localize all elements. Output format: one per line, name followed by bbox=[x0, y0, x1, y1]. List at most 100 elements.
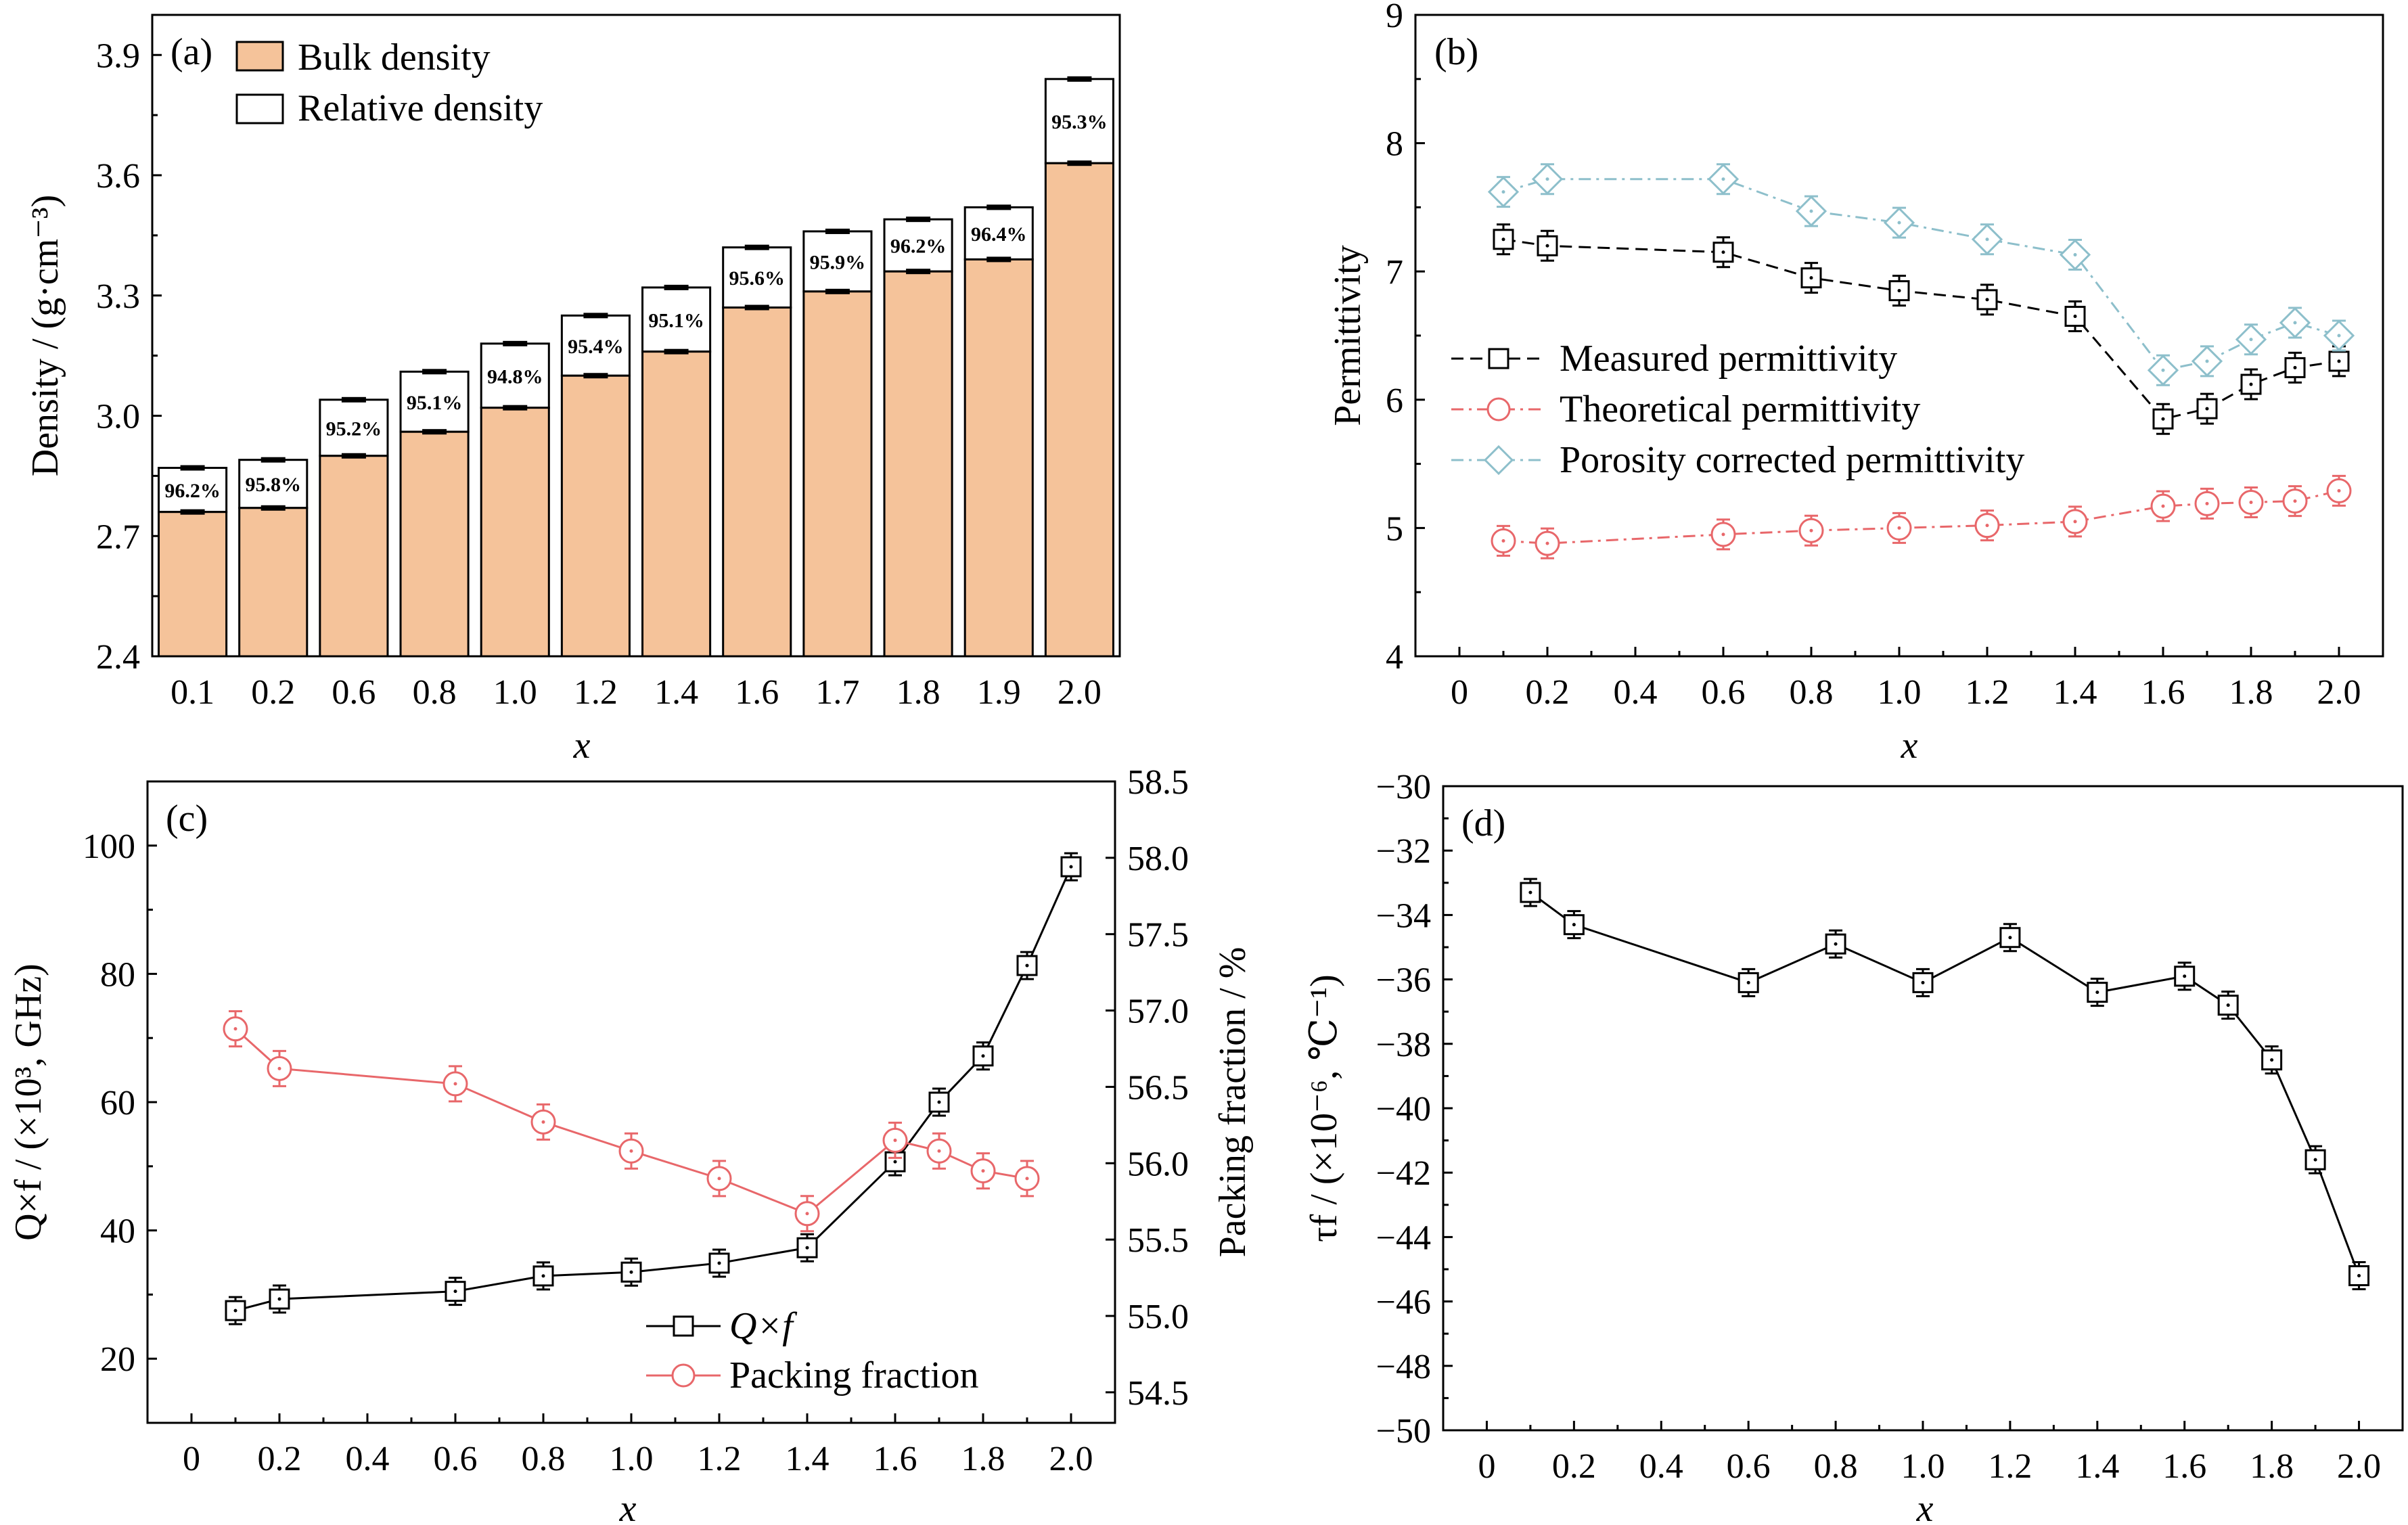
bulk-density-bar-3 bbox=[399, 430, 470, 658]
d-tauf-point-0-dot bbox=[1528, 890, 1532, 894]
bar-percent-label-9: 96.2% bbox=[890, 235, 947, 258]
bulk-density-bar-7 bbox=[722, 306, 792, 658]
b-theoretical-point-3-dot bbox=[1809, 528, 1813, 532]
b-x-tick-label-3: 0.6 bbox=[1702, 673, 1746, 712]
c-qf-point-11-dot bbox=[1069, 865, 1073, 869]
b-measured-point-8-dot bbox=[2205, 407, 2209, 411]
c-y-right-tick-label-5: 57.0 bbox=[1127, 993, 1189, 1031]
c-qf-point-3 bbox=[532, 1265, 554, 1287]
bulk-density-error-6 bbox=[664, 348, 689, 355]
c-y-right-tick-label-4: 56.5 bbox=[1127, 1068, 1189, 1107]
a-x-tick-label-7: 1.6 bbox=[735, 673, 779, 712]
c-y-tick-label-3: 80 bbox=[100, 955, 135, 994]
c-y-tick-label-4: 100 bbox=[83, 827, 135, 866]
c-y-right-tick-label-8: 58.5 bbox=[1127, 763, 1189, 802]
c-x-tick-label-7: 1.4 bbox=[786, 1440, 830, 1478]
b-measured-point-4-dot bbox=[1897, 289, 1901, 293]
c-y-tick-label-2: 60 bbox=[100, 1084, 135, 1122]
b-theoretical-point-11-dot bbox=[2337, 488, 2341, 493]
c-qf-point-0-dot bbox=[233, 1308, 237, 1313]
b-porosity-corrected-point-10-dot bbox=[2293, 321, 2297, 325]
bar-percent-label-6: 95.1% bbox=[648, 309, 704, 332]
a-x-tick-label-4: 1.0 bbox=[493, 673, 537, 712]
d-y-tick-label-6: −38 bbox=[1376, 1026, 1431, 1064]
b-measured-point-5 bbox=[1976, 289, 1998, 311]
panel-b-frame bbox=[1414, 14, 2384, 658]
panel-c-dual-axis-chart: (c) x Q×f / (×10³, GHz) Packing fraction… bbox=[7, 763, 1254, 1525]
panel-b-y-ticks: 4 5 6 7 8 9 bbox=[1386, 0, 1425, 677]
relative-density-bar-10 bbox=[963, 206, 1034, 260]
panel-c-label: (c) bbox=[166, 798, 208, 840]
c-x-tick-label-0: 0 bbox=[183, 1440, 200, 1478]
a-x-tick-label-0: 0.1 bbox=[171, 673, 214, 712]
bar-percent-label-11: 95.3% bbox=[1051, 111, 1108, 133]
panel-c-y-ticks: 20 40 60 80 100 bbox=[83, 827, 157, 1379]
b-porosity-corrected-point-3-dot bbox=[1809, 209, 1813, 213]
b-measured-point-10-dot bbox=[2293, 365, 2297, 369]
c-packing-point-0-dot bbox=[233, 1027, 237, 1031]
c-x-tick-label-1: 0.2 bbox=[258, 1440, 302, 1478]
b-measured-point-0-dot bbox=[1501, 237, 1505, 242]
d-y-tick-label-1: −48 bbox=[1376, 1348, 1431, 1386]
c-x-tick-label-6: 1.2 bbox=[698, 1440, 742, 1478]
relative-density-error-4 bbox=[503, 340, 528, 346]
d-tauf-point-5 bbox=[1999, 927, 2021, 949]
bulk-density-bar-0 bbox=[158, 511, 228, 658]
c-packing-point-4-dot bbox=[629, 1149, 633, 1153]
bar-percent-label-4: 94.8% bbox=[487, 365, 543, 388]
a-x-tick-label-3: 0.8 bbox=[413, 673, 457, 712]
bar-percent-label-10: 96.4% bbox=[971, 223, 1027, 246]
bulk-density-error-10 bbox=[986, 256, 1012, 263]
panel-a-bar-chart: (a) x Density / (g·cm⁻³) 2.4 2.7 3.0 3.3 3.6… bbox=[24, 14, 1121, 767]
bulk-density-bar-8 bbox=[802, 290, 873, 658]
c-x-tick-label-5: 1.0 bbox=[610, 1440, 654, 1478]
panel-b-x-axis-title: x bbox=[1901, 725, 1918, 767]
a-x-tick-label-10: 1.9 bbox=[977, 673, 1021, 712]
relative-density-error-6 bbox=[664, 284, 689, 290]
panel-d-y-axis-title: τf / (×10⁻⁶, ℃⁻¹) bbox=[1303, 974, 1345, 1242]
legend-label-relative-density: Relative density bbox=[298, 87, 543, 129]
panel-b-x-ticks: 0 0.2 0.4 0.6 0.8 1.0 1.2 1.4 1.6 1.8 2.0 bbox=[1451, 647, 2361, 712]
panel-b-y-axis-title: Permittivity bbox=[1327, 245, 1369, 426]
c-qf-point-3-dot bbox=[541, 1274, 545, 1278]
d-tauf-point-6-dot bbox=[2095, 991, 2099, 995]
relative-density-error-10 bbox=[986, 204, 1012, 210]
c-packing-point-2-dot bbox=[453, 1082, 457, 1086]
b-measured-point-5-dot bbox=[1985, 298, 1989, 302]
c-x-tick-label-10: 2.0 bbox=[1049, 1440, 1093, 1478]
panel-a-frame bbox=[151, 14, 1121, 658]
legend-marker-theoretical bbox=[1486, 397, 1511, 422]
d-y-tick-label-3: −44 bbox=[1376, 1219, 1431, 1257]
b-x-tick-label-8: 1.6 bbox=[2141, 673, 2185, 712]
a-x-tick-label-1: 0.2 bbox=[251, 673, 295, 712]
d-y-tick-label-5: −40 bbox=[1376, 1090, 1431, 1129]
b-theoretical-point-5-dot bbox=[1985, 524, 1989, 528]
relative-density-error-5 bbox=[583, 313, 608, 319]
relative-density-error-11 bbox=[1067, 76, 1092, 82]
d-x-tick-label-6: 1.2 bbox=[1988, 1447, 2032, 1486]
d-y-tick-label-9: −32 bbox=[1376, 832, 1431, 871]
legend-label-porosity: Porosity corrected permittivity bbox=[1560, 439, 2024, 481]
b-y-tick-label-4: 8 bbox=[1386, 125, 1403, 164]
a-y-tick-label-0: 2.4 bbox=[96, 638, 140, 677]
b-measured-point-11-dot bbox=[2337, 359, 2341, 363]
a-y-tick-label-5: 3.9 bbox=[96, 37, 140, 75]
panel-b-series bbox=[1487, 163, 2355, 560]
c-x-tick-label-4: 0.8 bbox=[522, 1440, 566, 1478]
bar-percent-label-2: 95.2% bbox=[326, 417, 382, 440]
b-x-tick-label-5: 1.0 bbox=[1878, 673, 1922, 712]
b-porosity-corrected-point-5-dot bbox=[1985, 237, 1989, 242]
c-y-right-tick-label-1: 55.0 bbox=[1127, 1298, 1189, 1336]
legend-marker-measured bbox=[1488, 348, 1509, 369]
d-x-tick-label-2: 0.4 bbox=[1639, 1447, 1683, 1486]
c-packing-point-8-dot bbox=[937, 1149, 941, 1153]
d-y-tick-label-4: −42 bbox=[1376, 1154, 1431, 1193]
b-theoretical-point-8-dot bbox=[2205, 501, 2209, 505]
legend-label-measured: Measured permittivity bbox=[1560, 338, 1897, 380]
legend-marker-packing bbox=[671, 1363, 696, 1388]
relative-density-error-3 bbox=[422, 369, 447, 375]
d-tauf-point-7-dot bbox=[2183, 974, 2187, 978]
b-measured-point-6-dot bbox=[2073, 315, 2077, 319]
d-x-tick-label-3: 0.6 bbox=[1727, 1447, 1771, 1486]
b-theoretical-point-9-dot bbox=[2249, 500, 2253, 504]
